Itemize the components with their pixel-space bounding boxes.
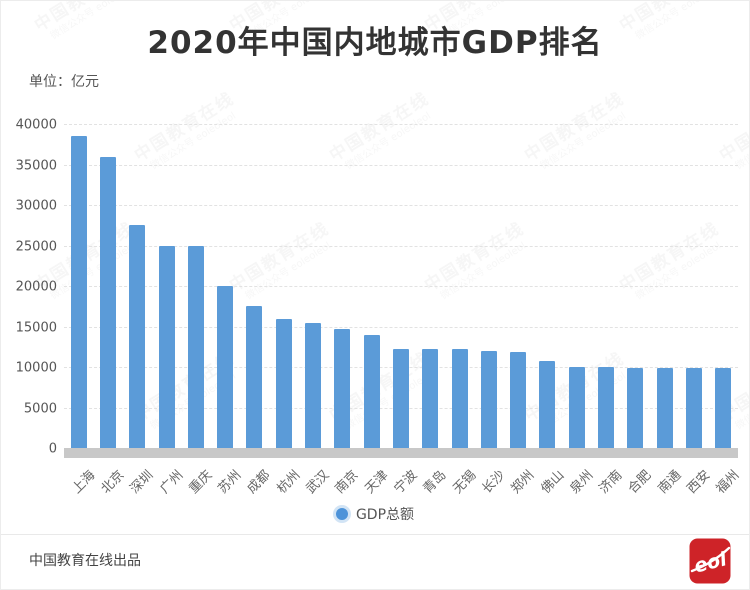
bar-slot	[298, 125, 327, 449]
bar-slot	[650, 125, 679, 449]
bar-佛山	[539, 361, 556, 449]
bar-slot	[416, 125, 445, 449]
gridline	[64, 326, 738, 328]
x-axis-baseline	[64, 448, 738, 458]
bar-slot	[679, 125, 708, 449]
bar-深圳	[129, 224, 146, 449]
bar-slot	[181, 125, 210, 449]
bar-slot	[240, 125, 269, 449]
y-axis-tick: 20000	[15, 279, 57, 295]
bar-南京	[334, 328, 351, 449]
bar-苏州	[217, 285, 234, 449]
bar-slot	[93, 125, 122, 449]
bar-长沙	[480, 350, 497, 449]
y-axis-tick: 15000	[15, 320, 57, 335]
bar-南通	[656, 367, 673, 449]
bar-slot	[474, 125, 503, 449]
bar-slot	[328, 125, 357, 449]
footer-divider	[1, 534, 749, 535]
chart-title: 2020年中国内地城市GDP排名	[147, 25, 603, 61]
unit-label: 单位：亿元	[29, 74, 99, 90]
bar-青岛	[422, 348, 439, 449]
y-axis-tick: 0	[48, 441, 57, 457]
legend: GDP总额	[1, 504, 749, 524]
bar-slot	[709, 125, 738, 449]
bar-杭州	[275, 318, 292, 449]
bar-天津	[363, 334, 380, 449]
y-axis-tick: 40000	[15, 117, 57, 133]
bar-广州	[158, 246, 175, 449]
gridline	[64, 245, 738, 247]
bar-福州	[715, 367, 732, 449]
bar-slot	[152, 125, 181, 449]
bar-成都	[246, 305, 263, 449]
bar-slot	[445, 125, 474, 449]
footer-credit: 中国教育在线出品	[29, 553, 141, 569]
bar-slot	[357, 125, 386, 449]
bar-宁波	[392, 348, 409, 449]
bar-无锡	[451, 348, 468, 449]
gridline	[64, 286, 738, 287]
y-axis-tick: 30000	[15, 198, 57, 214]
bar-slot	[210, 125, 239, 449]
bar-上海	[70, 135, 87, 449]
legend-marker-icon	[335, 508, 348, 520]
bar-slot	[533, 125, 562, 449]
bar-武汉	[305, 322, 322, 449]
gridline	[64, 164, 738, 166]
bar-济南	[597, 366, 614, 449]
bar-重庆	[187, 246, 204, 449]
bar-郑州	[510, 351, 527, 449]
bar-北京	[99, 156, 116, 449]
gridline	[64, 124, 738, 125]
bar-slot	[621, 125, 650, 449]
bar-slot	[591, 125, 620, 449]
bar-slot	[64, 125, 93, 449]
y-axis-tick: 10000	[15, 360, 57, 376]
eol-logo-icon: eol	[689, 538, 731, 584]
bar-slot	[123, 125, 152, 449]
bar-slot	[562, 125, 591, 449]
bar-slot	[269, 125, 298, 449]
plot-area	[64, 124, 738, 449]
bar-合肥	[627, 367, 644, 449]
x-axis-labels: 上海 北京 深圳 广州 重庆 苏州 成都 杭州 武汉 南京 天津 宁波 青岛 无锡 长沙 郑州 佛山 泉州 济南 合肥…	[69, 467, 743, 497]
bar-slot	[386, 125, 415, 449]
y-axis-tick: 35000	[15, 158, 57, 173]
y-axis-tick: 5000	[23, 401, 57, 416]
y-axis: 0 5000 10000 15000 20000 25000 30000 35000 40000	[1, 118, 57, 457]
bar-series	[64, 125, 738, 449]
gridline	[64, 205, 738, 206]
y-axis-tick: 25000	[15, 239, 57, 254]
bar-slot	[503, 125, 532, 449]
legend-label: GDP总额	[355, 507, 415, 523]
bar-西安	[685, 367, 702, 449]
bar-泉州	[568, 366, 585, 449]
